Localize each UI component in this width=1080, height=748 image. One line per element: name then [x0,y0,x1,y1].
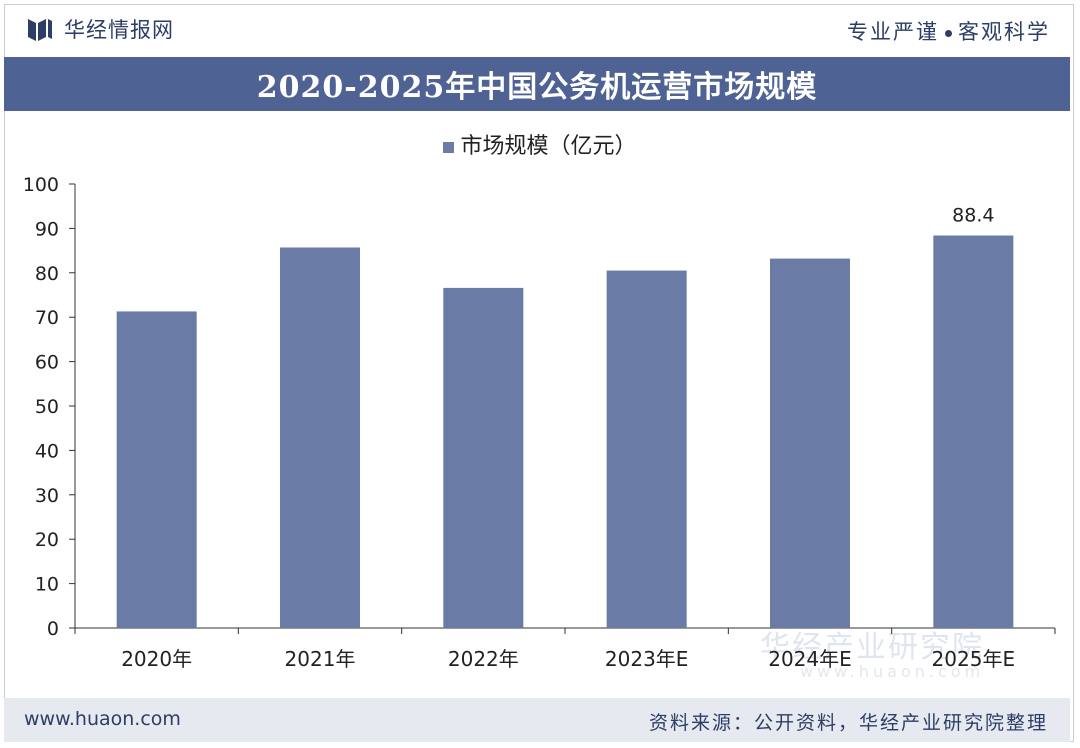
chart-title: 2020-2025年中国公务机运营市场规模 [256,70,818,105]
brand-logo-icon [28,19,52,41]
y-tick-label: 10 [35,574,59,596]
legend-label: 市场规模（亿元） [460,134,637,159]
slogan: 专业严谨 客观科学 [847,16,1050,46]
footer-website[interactable]: www.huaon.com [24,708,181,730]
x-tick-label: 2023年E [605,647,689,671]
y-tick-label: 60 [35,352,59,374]
bar [770,258,850,628]
header: 华经情报网 专业严谨 客观科学 [0,0,1080,58]
y-tick-label: 30 [35,485,59,507]
x-tick-label: 2021年 [285,647,356,671]
brand-name: 华经情报网 [64,18,174,42]
x-tick-label: 2025年E [932,647,1016,671]
watermark-text: 华经产业研究院 [760,630,984,665]
slogan-left: 专业严谨 [847,20,939,44]
slogan-dot-icon [945,29,952,37]
bar [280,247,360,628]
watermark-url: www.huaon.com [800,662,985,681]
footer-source: 资料来源：公开资料，华经产业研究院整理 [648,712,1048,734]
y-tick-label: 80 [35,263,59,285]
bar [443,287,524,628]
y-tick-label: 90 [35,218,59,240]
bar [933,235,1014,628]
x-tick-label: 2020年 [121,647,192,671]
bar [116,311,197,628]
data-label: 88.4 [952,205,994,227]
slogan-right: 客观科学 [958,20,1050,44]
x-tick-label: 2024年E [768,647,852,671]
y-tick-label: 70 [35,307,59,329]
y-tick-label: 20 [35,529,59,551]
y-tick-label: 50 [35,396,59,418]
y-tick-label: 40 [35,440,59,462]
legend: 市场规模（亿元） [0,128,1080,160]
footer: www.huaon.com 资料来源：公开资料，华经产业研究院整理 [4,698,1070,742]
bar [606,270,687,628]
legend-swatch [443,141,455,153]
title-bar: 2020-2025年中国公务机运营市场规模 [4,57,1070,111]
y-tick-label: 0 [47,618,59,640]
x-tick-label: 2022年 [448,647,519,671]
brand[interactable]: 华经情报网 [26,14,174,44]
y-tick-label: 100 [23,174,59,196]
